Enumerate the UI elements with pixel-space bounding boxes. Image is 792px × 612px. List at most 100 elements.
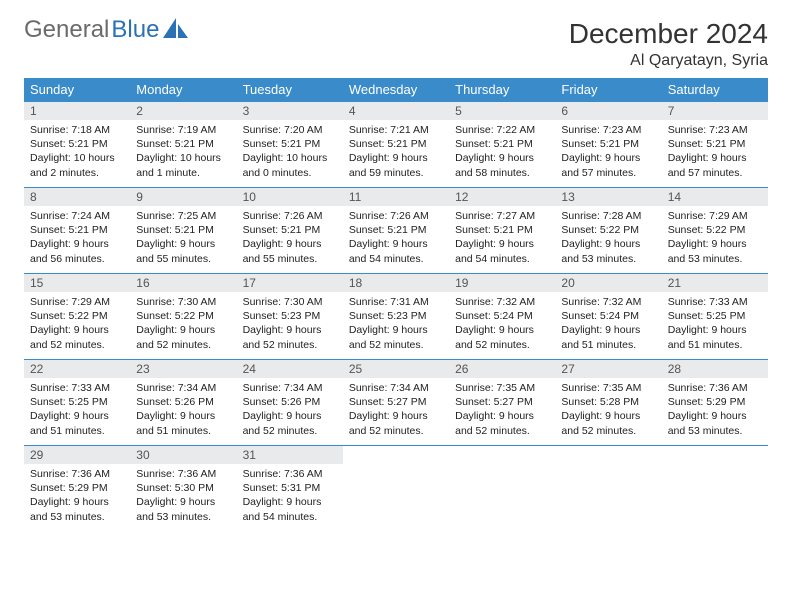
sunset-line: Sunset: 5:21 PM [243,137,337,151]
day-content: Sunrise: 7:21 AMSunset: 5:21 PMDaylight:… [343,120,449,184]
day-content: Sunrise: 7:36 AMSunset: 5:29 PMDaylight:… [662,378,768,442]
calendar-day-cell: 29Sunrise: 7:36 AMSunset: 5:29 PMDayligh… [24,446,130,532]
calendar-day-cell: 31Sunrise: 7:36 AMSunset: 5:31 PMDayligh… [237,446,343,532]
weekday-header: Saturday [662,78,768,102]
weekday-header-row: Sunday Monday Tuesday Wednesday Thursday… [24,78,768,102]
day-number: 15 [24,274,130,292]
location: Al Qaryatayn, Syria [569,52,768,70]
day-content: Sunrise: 7:33 AMSunset: 5:25 PMDaylight:… [662,292,768,356]
daylight-line: Daylight: 9 hours and 51 minutes. [30,409,124,437]
day-number: 20 [555,274,661,292]
sunrise-line: Sunrise: 7:36 AM [136,467,230,481]
daylight-line: Daylight: 9 hours and 52 minutes. [455,409,549,437]
sunrise-line: Sunrise: 7:29 AM [668,209,762,223]
daylight-line: Daylight: 10 hours and 0 minutes. [243,151,337,179]
logo-text-2: Blue [111,18,159,42]
weekday-header: Tuesday [237,78,343,102]
sunrise-line: Sunrise: 7:34 AM [243,381,337,395]
day-number: 30 [130,446,236,464]
sunset-line: Sunset: 5:21 PM [136,137,230,151]
sunrise-line: Sunrise: 7:20 AM [243,123,337,137]
sunset-line: Sunset: 5:21 PM [30,223,124,237]
day-number: 29 [24,446,130,464]
sunset-line: Sunset: 5:27 PM [349,395,443,409]
header: GeneralBlue December 2024 Al Qaryatayn, … [24,18,768,70]
sunset-line: Sunset: 5:26 PM [243,395,337,409]
calendar-day-cell: 5Sunrise: 7:22 AMSunset: 5:21 PMDaylight… [449,102,555,188]
day-content: Sunrise: 7:25 AMSunset: 5:21 PMDaylight:… [130,206,236,270]
logo: GeneralBlue [24,18,189,42]
sunset-line: Sunset: 5:21 PM [455,137,549,151]
calendar-day-cell: 22Sunrise: 7:33 AMSunset: 5:25 PMDayligh… [24,360,130,446]
day-number: 18 [343,274,449,292]
calendar-week-row: 15Sunrise: 7:29 AMSunset: 5:22 PMDayligh… [24,274,768,360]
day-number: 19 [449,274,555,292]
day-number: 27 [555,360,661,378]
calendar-day-cell: 15Sunrise: 7:29 AMSunset: 5:22 PMDayligh… [24,274,130,360]
sunrise-line: Sunrise: 7:33 AM [668,295,762,309]
logo-text-1: General [24,18,109,42]
sunrise-line: Sunrise: 7:35 AM [561,381,655,395]
daylight-line: Daylight: 10 hours and 2 minutes. [30,151,124,179]
day-content: Sunrise: 7:34 AMSunset: 5:26 PMDaylight:… [130,378,236,442]
daylight-line: Daylight: 9 hours and 53 minutes. [668,237,762,265]
day-number: 22 [24,360,130,378]
logo-sail-icon [163,18,189,40]
sunrise-line: Sunrise: 7:28 AM [561,209,655,223]
calendar-day-cell [449,446,555,532]
calendar-day-cell: 17Sunrise: 7:30 AMSunset: 5:23 PMDayligh… [237,274,343,360]
daylight-line: Daylight: 9 hours and 57 minutes. [561,151,655,179]
day-content: Sunrise: 7:34 AMSunset: 5:27 PMDaylight:… [343,378,449,442]
day-content: Sunrise: 7:36 AMSunset: 5:30 PMDaylight:… [130,464,236,528]
calendar-day-cell: 24Sunrise: 7:34 AMSunset: 5:26 PMDayligh… [237,360,343,446]
daylight-line: Daylight: 9 hours and 55 minutes. [136,237,230,265]
daylight-line: Daylight: 9 hours and 52 minutes. [243,409,337,437]
day-number: 11 [343,188,449,206]
sunset-line: Sunset: 5:24 PM [455,309,549,323]
daylight-line: Daylight: 10 hours and 1 minute. [136,151,230,179]
sunset-line: Sunset: 5:23 PM [243,309,337,323]
sunrise-line: Sunrise: 7:24 AM [30,209,124,223]
day-number: 25 [343,360,449,378]
daylight-line: Daylight: 9 hours and 51 minutes. [668,323,762,351]
day-number: 17 [237,274,343,292]
daylight-line: Daylight: 9 hours and 57 minutes. [668,151,762,179]
sunrise-line: Sunrise: 7:25 AM [136,209,230,223]
calendar-day-cell: 7Sunrise: 7:23 AMSunset: 5:21 PMDaylight… [662,102,768,188]
calendar-day-cell: 26Sunrise: 7:35 AMSunset: 5:27 PMDayligh… [449,360,555,446]
sunset-line: Sunset: 5:25 PM [30,395,124,409]
daylight-line: Daylight: 9 hours and 58 minutes. [455,151,549,179]
calendar-day-cell: 9Sunrise: 7:25 AMSunset: 5:21 PMDaylight… [130,188,236,274]
sunrise-line: Sunrise: 7:31 AM [349,295,443,309]
calendar-day-cell: 2Sunrise: 7:19 AMSunset: 5:21 PMDaylight… [130,102,236,188]
daylight-line: Daylight: 9 hours and 54 minutes. [243,495,337,523]
day-number: 14 [662,188,768,206]
day-content: Sunrise: 7:28 AMSunset: 5:22 PMDaylight:… [555,206,661,270]
daylight-line: Daylight: 9 hours and 59 minutes. [349,151,443,179]
sunset-line: Sunset: 5:22 PM [668,223,762,237]
calendar-day-cell: 21Sunrise: 7:33 AMSunset: 5:25 PMDayligh… [662,274,768,360]
day-content: Sunrise: 7:32 AMSunset: 5:24 PMDaylight:… [555,292,661,356]
sunrise-line: Sunrise: 7:36 AM [30,467,124,481]
day-number: 23 [130,360,236,378]
day-content: Sunrise: 7:33 AMSunset: 5:25 PMDaylight:… [24,378,130,442]
sunrise-line: Sunrise: 7:33 AM [30,381,124,395]
day-number: 10 [237,188,343,206]
day-content: Sunrise: 7:22 AMSunset: 5:21 PMDaylight:… [449,120,555,184]
day-number: 7 [662,102,768,120]
sunset-line: Sunset: 5:28 PM [561,395,655,409]
sunrise-line: Sunrise: 7:27 AM [455,209,549,223]
daylight-line: Daylight: 9 hours and 55 minutes. [243,237,337,265]
day-content: Sunrise: 7:35 AMSunset: 5:28 PMDaylight:… [555,378,661,442]
day-content: Sunrise: 7:19 AMSunset: 5:21 PMDaylight:… [130,120,236,184]
day-number: 28 [662,360,768,378]
sunrise-line: Sunrise: 7:36 AM [243,467,337,481]
day-number: 6 [555,102,661,120]
calendar-day-cell: 13Sunrise: 7:28 AMSunset: 5:22 PMDayligh… [555,188,661,274]
sunrise-line: Sunrise: 7:32 AM [455,295,549,309]
sunset-line: Sunset: 5:21 PM [668,137,762,151]
day-content: Sunrise: 7:29 AMSunset: 5:22 PMDaylight:… [24,292,130,356]
calendar-day-cell: 16Sunrise: 7:30 AMSunset: 5:22 PMDayligh… [130,274,236,360]
calendar-week-row: 29Sunrise: 7:36 AMSunset: 5:29 PMDayligh… [24,446,768,532]
day-number: 21 [662,274,768,292]
